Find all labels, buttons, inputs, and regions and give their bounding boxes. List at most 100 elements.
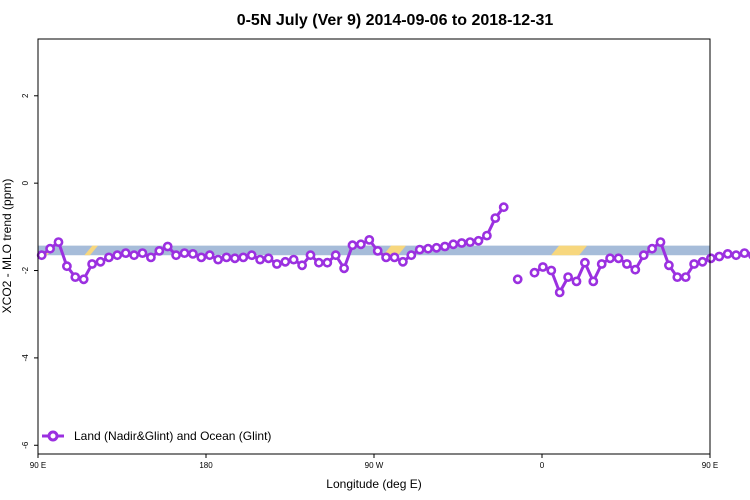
y-tick-label: 0 [21,180,30,185]
data-point [162,241,173,252]
data-point [381,252,391,263]
data-point [647,243,657,254]
legend-label: Land (Nadir&Glint) and Ocean (Glint) [74,429,271,443]
y-tick-label: 2 [21,93,30,98]
series-line [40,206,505,281]
data-point [179,248,190,258]
data-point [389,252,400,263]
data-point [263,253,274,264]
data-point [53,237,64,247]
data-point [372,245,383,256]
data-point [246,250,257,261]
x-axis-ticks: 90 E 180 90 W 0 90 E [30,454,718,470]
data-point [588,276,599,287]
data-point [473,235,484,246]
data-point [456,238,467,248]
data-point [664,260,674,271]
chart-title: 0-5N July (Ver 9) 2014-09-06 to 2018-12-… [237,12,554,29]
data-point [229,253,240,264]
land-band-segment [551,245,588,256]
data-point [546,265,557,276]
data-point [196,252,207,263]
data-point [498,202,509,213]
land-band-segment [383,245,406,256]
data-point [605,253,615,264]
y-tick-label: -2 [21,266,30,274]
data-point [672,272,683,282]
data-point [204,250,215,261]
data-point [154,245,165,256]
data-point [481,230,492,241]
data-point [137,248,148,258]
data-point [70,272,81,282]
data-point [305,250,316,261]
data-point [322,257,333,268]
data-point [423,243,433,254]
data-point [280,256,291,267]
data-point [512,274,523,285]
data-point [538,262,548,272]
data-point [630,264,641,275]
data-point [397,256,408,267]
data-point [271,259,282,269]
data-point [62,261,72,272]
x-axis-label: Longitude (deg E) [326,477,421,491]
data-point [112,250,123,261]
data-point [714,251,725,262]
data-point [490,213,501,223]
data-point [221,252,232,263]
x-tick-label: 90 E [30,461,46,470]
data-point [655,237,666,247]
data-point [313,257,324,268]
data-point [120,248,131,258]
data-point [529,267,540,278]
data-point [187,248,198,259]
data-point [171,250,181,261]
data-point [288,254,299,265]
data-point [571,276,582,287]
data-point [638,250,649,261]
data-point [87,259,97,269]
data-point [364,234,375,245]
data-point [622,259,632,269]
x-tick-label: 0 [540,461,545,470]
data-point [45,243,55,254]
data-point [95,256,106,267]
data-point [238,252,249,263]
y-tick-label: -4 [21,354,30,362]
data-point [731,250,741,261]
data-point [104,252,114,263]
data-point [414,244,425,255]
x-tick-label: 90 W [365,461,384,470]
data-point [680,272,691,282]
data-point [145,252,156,263]
data-point [554,287,565,298]
series-layer [36,202,750,298]
y-axis-ticks: 2 0 -2 -4 -6 [21,93,38,449]
data-point [596,259,607,269]
y-axis-label: XCO2 - MLO trend (ppm) [0,179,14,314]
legend: Land (Nadir&Glint) and Ocean (Glint) [42,429,271,443]
data-point [339,263,349,274]
data-point [36,250,47,261]
data-point [406,250,417,261]
data-point [580,257,590,268]
data-point [355,239,366,250]
x-tick-label: 90 E [702,461,718,470]
data-point [706,253,716,264]
data-point [465,237,475,247]
data-point [129,250,139,261]
data-point [722,248,733,259]
data-point [563,272,573,282]
data-point [739,248,750,258]
data-point [697,256,708,267]
land-band-segment [84,245,98,256]
data-point [78,274,89,285]
data-point [213,254,223,265]
data-point [347,240,358,251]
data-point [297,260,307,271]
data-point [439,241,450,252]
data-point [613,253,624,264]
data-point [255,254,265,265]
